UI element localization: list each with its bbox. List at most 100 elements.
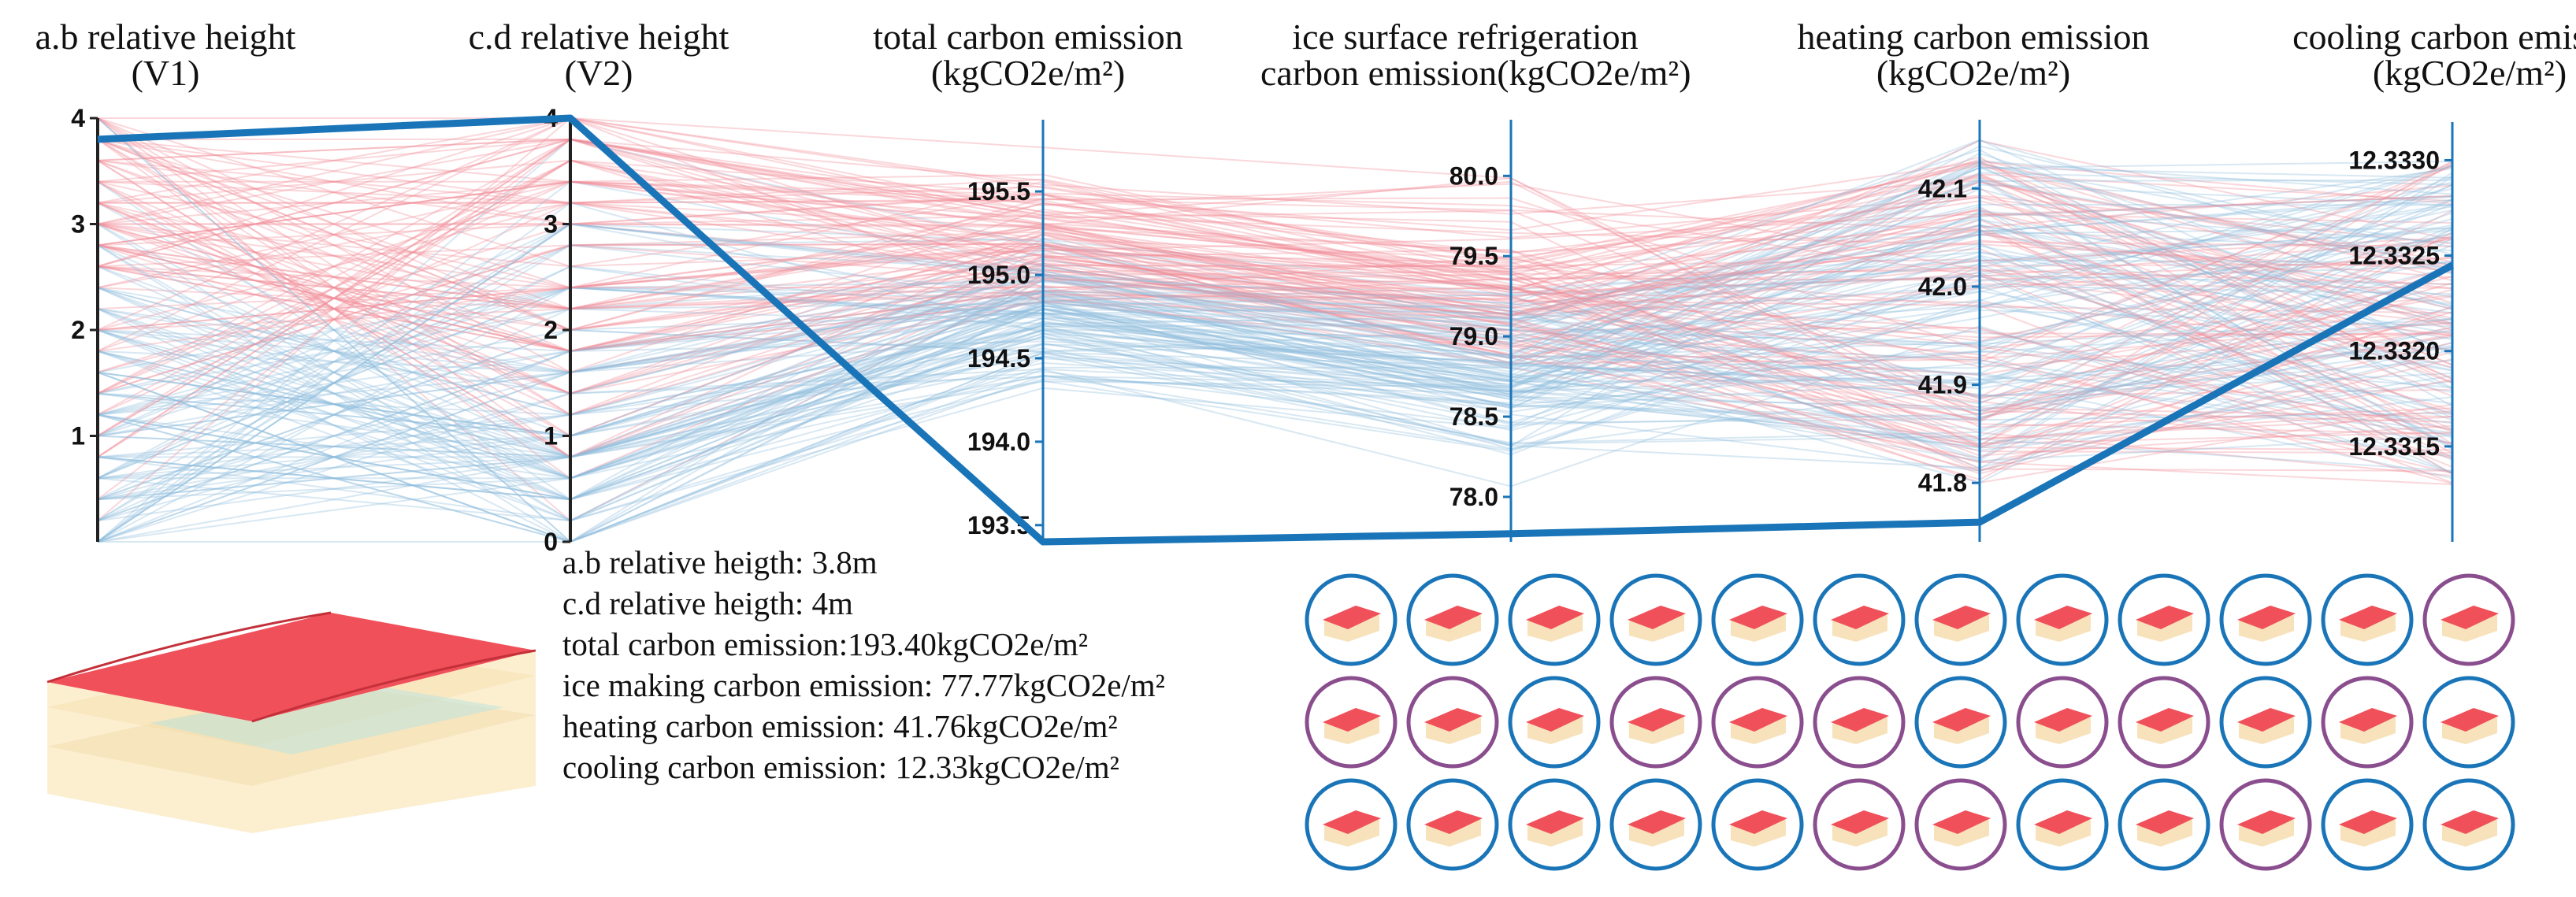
data-line [97, 198, 2453, 501]
solution-thumbnail[interactable] [2422, 573, 2515, 666]
data-line [97, 202, 2453, 397]
solution-thumbnail[interactable] [2016, 676, 2109, 769]
solution-thumbnail[interactable] [2422, 778, 2515, 871]
axis-tick-label: 1 [544, 422, 558, 450]
axis-title-line: (kgCO2e/m²) [2372, 53, 2567, 93]
data-line [97, 223, 2453, 485]
data-line [97, 159, 2453, 454]
data-line [97, 262, 2453, 460]
data-line [97, 238, 2453, 437]
data-line [97, 328, 2453, 501]
data-line [97, 202, 2453, 464]
data-line [97, 138, 2453, 272]
data-line [97, 224, 2453, 480]
data-line [97, 161, 2453, 416]
axis-title-3: total carbon emission (kgCO2e/m²) [823, 19, 1233, 91]
data-line [98, 193, 2453, 245]
data-line [97, 166, 2453, 501]
axis-tick-label: 4 [71, 104, 85, 132]
data-line [97, 159, 2453, 395]
solution-thumbnail[interactable] [1609, 573, 1702, 666]
data-line [97, 254, 2453, 458]
data-line [97, 117, 2453, 522]
solution-thumbnail[interactable] [1914, 778, 2007, 871]
data-line [97, 223, 2453, 445]
solution-thumbnail[interactable] [2422, 676, 2515, 769]
solution-thumbnail[interactable] [2219, 778, 2312, 871]
axis-tick-label: 78.5 [1449, 402, 1498, 431]
data-line [97, 207, 2453, 384]
data-line [97, 138, 2453, 543]
solution-thumbnail[interactable] [2219, 573, 2312, 666]
info-v1: a.b relative heigth: 3.8m [562, 544, 878, 580]
solution-thumbnail[interactable] [1305, 778, 1397, 871]
solution-thumbnail[interactable] [1305, 573, 1397, 666]
solution-thumbnail[interactable] [1813, 573, 1906, 666]
data-line [97, 159, 2453, 484]
axis-tick-label: 3 [544, 210, 558, 239]
data-line [97, 138, 2453, 447]
solution-thumbnail[interactable] [1508, 778, 1601, 871]
data-line [97, 313, 2453, 448]
data-line [97, 183, 2453, 501]
solution-thumbnail[interactable] [1813, 676, 1906, 769]
data-line [97, 307, 2453, 501]
data-line [97, 308, 2453, 501]
data-line [97, 243, 2453, 461]
solution-thumbnail[interactable] [1711, 778, 1804, 871]
solution-thumbnail[interactable] [1813, 778, 1906, 871]
data-line [97, 164, 2453, 543]
data-line [97, 265, 2453, 451]
axis-tick-label: 3 [71, 210, 85, 239]
data-line [97, 243, 2453, 395]
data-line [97, 274, 2453, 480]
solution-thumbnail[interactable] [1914, 676, 2007, 769]
solution-thumbnail[interactable] [1914, 573, 2007, 666]
solution-thumbnail[interactable] [1711, 573, 1804, 666]
data-line [97, 159, 2453, 332]
data-line [97, 138, 2453, 458]
data-line [97, 181, 2453, 437]
solution-thumbnail[interactable] [1508, 573, 1601, 666]
data-line [97, 243, 2453, 486]
data-line [97, 223, 2453, 480]
solution-thumbnail[interactable] [1508, 676, 1601, 769]
solution-thumbnail[interactable] [2016, 778, 2109, 871]
data-line [97, 228, 2453, 522]
solution-thumbnail[interactable] [2016, 573, 2109, 666]
solution-thumbnail[interactable] [1609, 778, 1702, 871]
data-line [97, 228, 2453, 543]
axis-title-2: c.d relative height (V2) [394, 19, 804, 91]
info-heating: heating carbon emission: 41.76kgCO2e/m² [562, 708, 1118, 744]
solution-thumbnail[interactable] [1711, 676, 1804, 769]
data-line [97, 306, 2453, 543]
solution-thumbnail[interactable] [1406, 778, 1499, 871]
solution-thumbnail[interactable] [1305, 676, 1397, 769]
solution-thumbnail[interactable] [2321, 573, 2414, 666]
data-line [97, 203, 2453, 458]
solution-thumbnail[interactable] [1406, 676, 1499, 769]
data-line [98, 178, 2453, 310]
solution-thumbnail[interactable] [2118, 778, 2210, 871]
data-line [97, 159, 2453, 480]
data-line [97, 138, 2453, 472]
data-line [97, 224, 2453, 522]
data-line [97, 202, 2453, 468]
selected-solution-info: a.b relative heigth: 3.8m c.d relative h… [562, 542, 1165, 788]
data-line [97, 117, 2453, 440]
solution-thumbnail[interactable] [2118, 573, 2210, 666]
data-line [97, 117, 2453, 416]
solution-thumbnail[interactable] [2118, 676, 2210, 769]
data-line [97, 219, 2453, 397]
solution-thumbnail[interactable] [2321, 676, 2414, 769]
data-line [97, 227, 2453, 543]
data-line [97, 244, 2453, 521]
solution-thumbnail[interactable] [2219, 676, 2312, 769]
data-line [97, 159, 2453, 477]
data-line [97, 202, 2453, 416]
solution-thumbnail[interactable] [2321, 778, 2414, 871]
solution-thumbnail[interactable] [1609, 676, 1702, 769]
axis-tick-label: 12.3320 [2348, 337, 2440, 365]
solution-thumbnail[interactable] [1406, 573, 1499, 666]
